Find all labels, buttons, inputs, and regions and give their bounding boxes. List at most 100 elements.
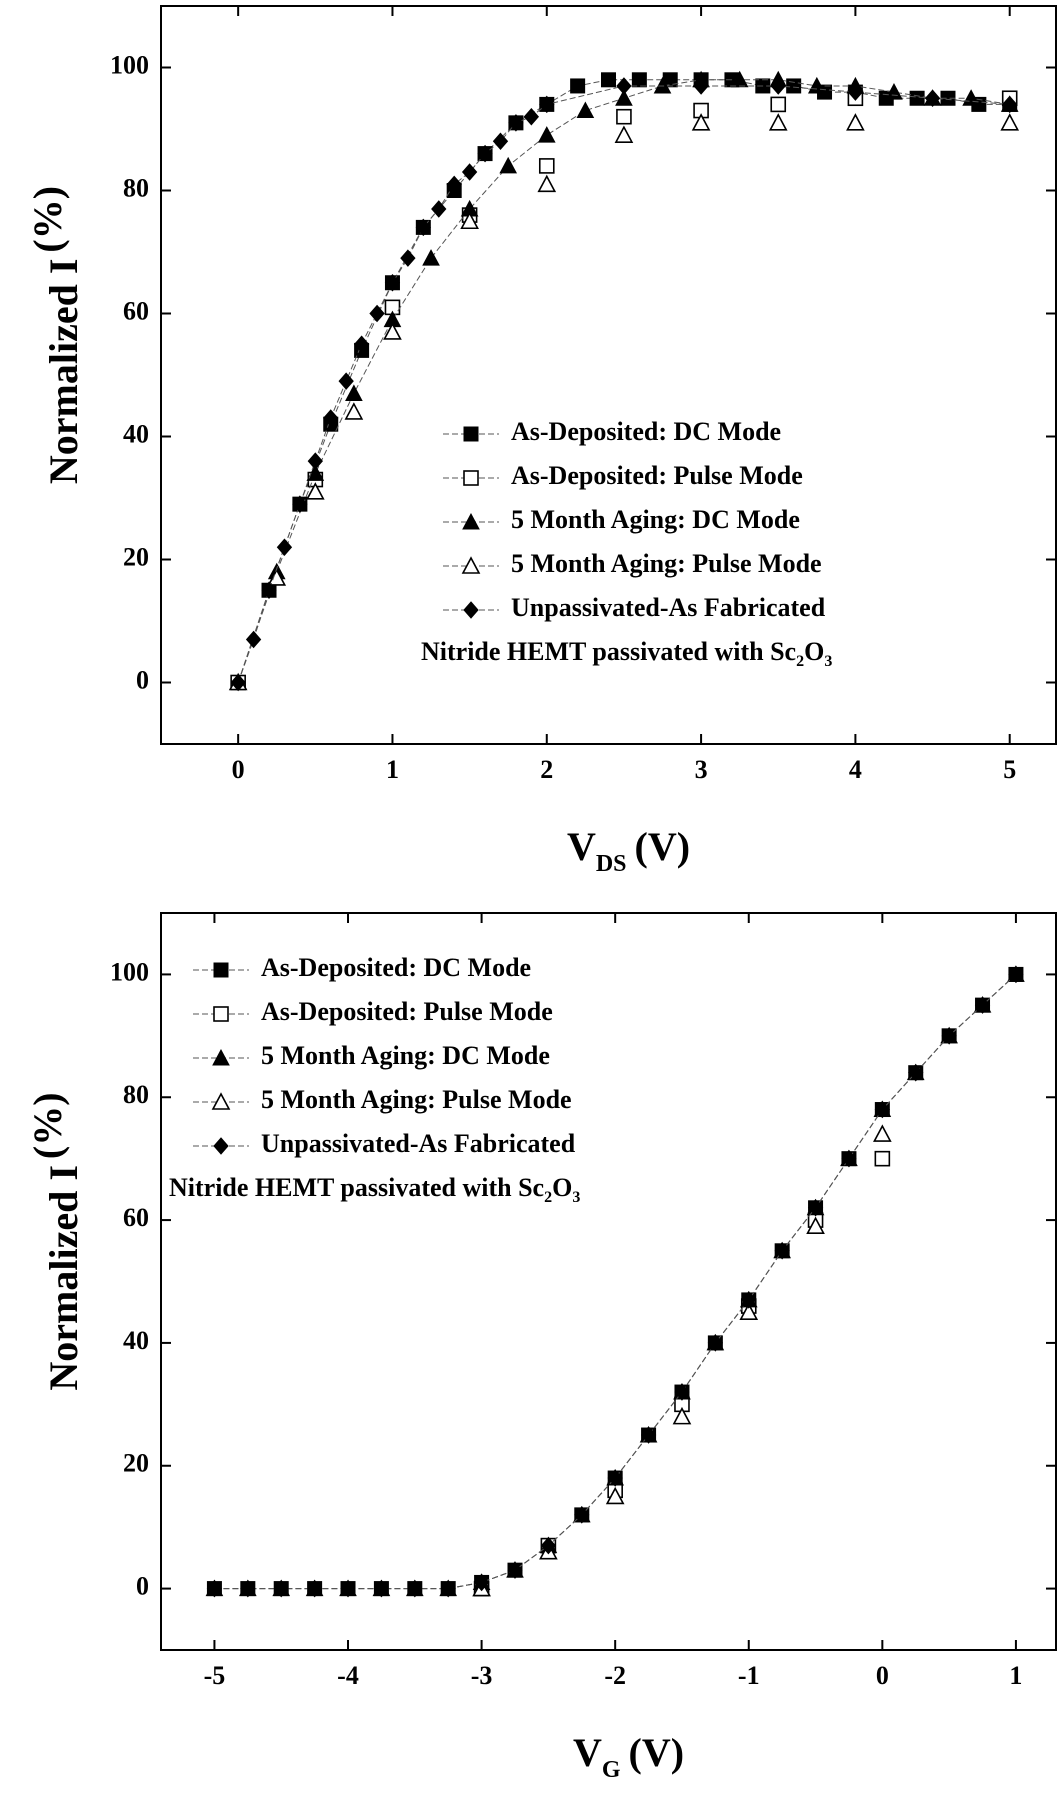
marker [674, 1383, 690, 1401]
marker [477, 144, 493, 163]
x-tick-label: 1 [386, 755, 399, 784]
series [473, 1150, 891, 1597]
marker [473, 1573, 490, 1592]
legend-label: 5 Month Aging: Pulse Mode [511, 549, 822, 578]
marker [273, 1579, 289, 1598]
marker [213, 962, 229, 978]
marker [446, 175, 462, 194]
y-label-main: Normalized I [41, 259, 86, 485]
x-label-sub: DS [596, 851, 627, 877]
legend-label: As-Deposited: DC Mode [511, 417, 781, 446]
x-tick-label: 5 [1003, 755, 1016, 784]
x-label-unit: (V) [635, 824, 691, 869]
marker [770, 77, 786, 95]
y-tick-label: 100 [110, 50, 149, 79]
annotation-sub: 2 [544, 1189, 552, 1206]
marker [213, 1006, 229, 1022]
x-label-main: V [573, 1730, 602, 1775]
series [230, 77, 1018, 692]
marker [492, 132, 509, 151]
marker [616, 77, 632, 95]
marker [245, 630, 262, 649]
marker [1000, 113, 1020, 131]
legend: As-Deposited: DC Mode As-Deposited: Pulse… [169, 953, 580, 1206]
marker [941, 1027, 957, 1045]
y-tick-label: 40 [123, 419, 149, 448]
x-axis-label: VDS (V) [567, 824, 690, 876]
chart: 0 1 2 3 4 5 0 20 40 60 80 100 VDS (V) Normalized I (%) A… [25, 5, 1057, 877]
marker [422, 249, 440, 266]
marker [739, 1302, 759, 1321]
x-label-unit: (V) [629, 1730, 685, 1775]
marker [461, 163, 478, 181]
y-tick-label: 60 [123, 1203, 149, 1232]
marker [691, 113, 711, 131]
x-tick-label: 2 [540, 755, 553, 784]
series [206, 965, 1024, 1598]
marker [874, 1100, 891, 1119]
marker [774, 1242, 790, 1260]
y-tick-label: 60 [123, 296, 149, 325]
y-tick-label: 20 [123, 542, 149, 571]
marker [806, 1216, 825, 1235]
marker [537, 126, 556, 143]
plot-frame [160, 5, 1057, 745]
marker [261, 581, 277, 600]
marker [537, 174, 557, 193]
legend: As-Deposited: DC Mode As-Deposited: Pulse… [421, 417, 832, 670]
annotation-text: Nitride HEMT passivated with Sc [169, 1173, 544, 1202]
x-label-sub: G [602, 1757, 621, 1783]
x-tick-label: -5 [204, 1661, 226, 1690]
marker [909, 90, 925, 106]
marker [440, 1579, 456, 1598]
marker [631, 72, 647, 88]
x-tick-label: -1 [738, 1661, 760, 1690]
marker [841, 1149, 857, 1168]
legend-label: Unpassivated-As Fabricated [261, 1129, 576, 1158]
y-label-unit: (%) [25, 186, 70, 253]
marker [463, 470, 479, 486]
legend-label: As-Deposited: DC Mode [261, 953, 531, 982]
marker [640, 1426, 657, 1444]
y-tick-label: 20 [123, 1449, 149, 1478]
marker [431, 200, 447, 218]
legend-label: 5 Month Aging: DC Mode [261, 1041, 550, 1070]
legend-label: As-Deposited: Pulse Mode [511, 461, 803, 490]
x-tick-label: -2 [604, 1661, 626, 1690]
marker [340, 1579, 356, 1598]
marker [540, 1536, 557, 1555]
marker [338, 372, 354, 390]
marker [212, 1048, 230, 1066]
marker [415, 218, 431, 237]
x-label-main: V [567, 824, 596, 869]
marker [924, 89, 941, 108]
marker [369, 304, 385, 323]
marker [576, 101, 595, 119]
marker [874, 1150, 891, 1167]
marker [400, 249, 416, 267]
annotation-mid: O [804, 637, 824, 666]
annotation: Nitride HEMT passivated with Sc2O3 [421, 637, 832, 670]
marker [462, 512, 480, 530]
marker [873, 1124, 892, 1142]
x-tick-label: 1 [1009, 1661, 1022, 1690]
marker [741, 1291, 757, 1309]
y-axis-label: Normalized I (%) [25, 1092, 86, 1390]
y-label-main: Normalized I [41, 1165, 86, 1391]
marker [240, 1579, 256, 1598]
marker [807, 1199, 824, 1217]
marker [305, 482, 325, 500]
legend-label: As-Deposited: Pulse Mode [261, 997, 553, 1026]
x-tick-label: 0 [232, 755, 245, 784]
annotation-mid: O [552, 1173, 572, 1202]
marker [460, 211, 479, 230]
legend-label: 5 Month Aging: DC Mode [511, 505, 800, 534]
marker [601, 72, 616, 88]
annotation-sub: 3 [572, 1189, 580, 1206]
marker [353, 335, 370, 354]
annotation-sub: 3 [824, 653, 832, 670]
marker [693, 77, 709, 95]
annotation: Nitride HEMT passivated with Sc2O3 [169, 1173, 580, 1206]
